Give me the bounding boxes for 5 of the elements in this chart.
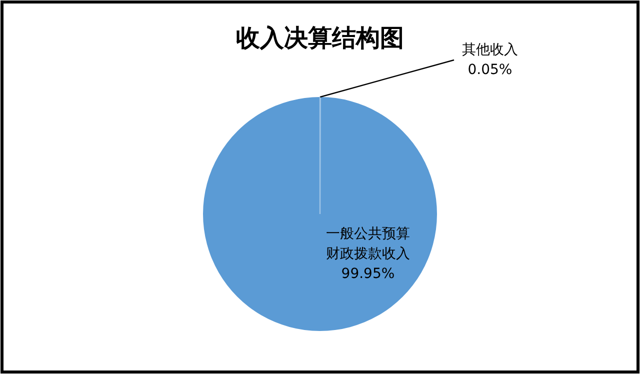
slice-label: 其他收入: [462, 42, 518, 58]
chart-title: 收入决算结构图: [236, 24, 404, 52]
slice-label: 一般公共预算财政拨款收入: [326, 226, 410, 262]
data-label: 99.95%: [341, 266, 395, 282]
data-label: 0.05%: [468, 62, 512, 78]
